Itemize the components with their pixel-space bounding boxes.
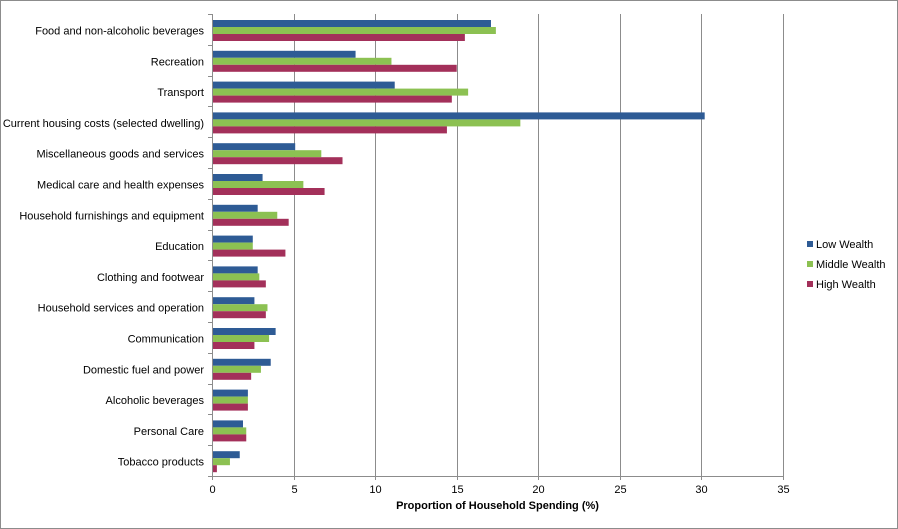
bar-middle-wealth	[212, 365, 261, 373]
x-axis-title: Proportion of Household Spending (%)	[396, 500, 599, 512]
bar-middle-wealth	[212, 57, 392, 65]
bar-middle-wealth	[212, 304, 268, 312]
bar-low-wealth	[212, 266, 258, 274]
bar-low-wealth	[212, 50, 356, 58]
bar-low-wealth	[212, 20, 491, 27]
category-label: Personal Care	[134, 426, 204, 438]
bars	[212, 20, 705, 473]
bar-low-wealth	[212, 235, 253, 243]
bar-middle-wealth	[212, 150, 322, 158]
category-label: Alcoholic beverages	[106, 395, 205, 407]
category-label: Recreation	[151, 56, 204, 68]
bar-high-wealth	[212, 434, 247, 442]
legend-swatch	[807, 261, 813, 267]
bar-high-wealth	[212, 311, 266, 319]
x-tick-label: 35	[777, 484, 789, 496]
legend: Low Wealth Middle Wealth High Wealth	[807, 239, 886, 291]
bar-high-wealth	[212, 249, 286, 257]
bar-low-wealth	[212, 389, 248, 397]
x-tick-label: 5	[291, 484, 297, 496]
bar-high-wealth	[212, 188, 325, 195]
bar-middle-wealth	[212, 396, 248, 404]
category-label: Communication	[128, 334, 204, 346]
category-label: Education	[155, 241, 204, 253]
bar-high-wealth	[212, 372, 252, 380]
bar-high-wealth	[212, 403, 248, 411]
bar-low-wealth	[212, 328, 276, 335]
category-label: Household services and operation	[38, 303, 204, 315]
x-tick-label: 0	[209, 484, 215, 496]
bar-low-wealth	[212, 174, 263, 181]
bar-middle-wealth	[212, 335, 270, 342]
value-axis: 0 5 10 15 20 25 30 35	[208, 14, 790, 496]
bar-high-wealth	[212, 280, 266, 288]
x-tick-label: 10	[369, 484, 381, 496]
category-label: Tobacco products	[118, 457, 205, 469]
x-tick-label: 30	[695, 484, 707, 496]
bar-middle-wealth	[212, 211, 278, 219]
category-label: Current housing costs (selected dwelling…	[3, 118, 204, 130]
legend-label: Low Wealth	[816, 239, 873, 251]
category-label: Medical care and health expenses	[37, 180, 204, 192]
bar-low-wealth	[212, 112, 705, 120]
bar-middle-wealth	[212, 242, 253, 250]
bar-high-wealth	[212, 95, 452, 103]
category-label: Transport	[157, 87, 204, 99]
bar-high-wealth	[212, 126, 447, 134]
bar-low-wealth	[212, 81, 395, 89]
legend-swatch	[807, 281, 813, 287]
bar-low-wealth	[212, 204, 258, 212]
legend-swatch	[807, 241, 813, 247]
bar-high-wealth	[212, 218, 289, 226]
bar-high-wealth	[212, 465, 217, 473]
bar-low-wealth	[212, 451, 240, 459]
category-label: Household furnishings and equipment	[19, 210, 204, 222]
x-tick-label: 20	[532, 484, 544, 496]
x-tick-label: 15	[451, 484, 463, 496]
bar-middle-wealth	[212, 273, 260, 281]
bar-middle-wealth	[212, 458, 230, 466]
category-label: Clothing and footwear	[97, 272, 204, 284]
bar-low-wealth	[212, 358, 271, 366]
bar-high-wealth	[212, 157, 343, 165]
bar-low-wealth	[212, 297, 255, 305]
bar-high-wealth	[212, 342, 255, 349]
category-label: Domestic fuel and power	[83, 364, 204, 376]
bar-low-wealth	[212, 420, 243, 428]
legend-label: Middle Wealth	[816, 259, 886, 271]
category-label: Food and non-alcoholic beverages	[35, 26, 204, 38]
category-labels: Food and non-alcoholic beverages Recreati…	[3, 26, 205, 469]
bar-middle-wealth	[212, 27, 496, 34]
bar-middle-wealth	[212, 88, 469, 96]
x-tick-label: 25	[614, 484, 626, 496]
category-label: Miscellaneous goods and services	[36, 149, 204, 161]
legend-label: High Wealth	[816, 279, 876, 291]
bar-middle-wealth	[212, 427, 247, 435]
bar-high-wealth	[212, 64, 457, 72]
bar-high-wealth	[212, 34, 465, 41]
bar-middle-wealth	[212, 181, 304, 188]
bar-low-wealth	[212, 143, 296, 151]
bar-middle-wealth	[212, 119, 521, 127]
